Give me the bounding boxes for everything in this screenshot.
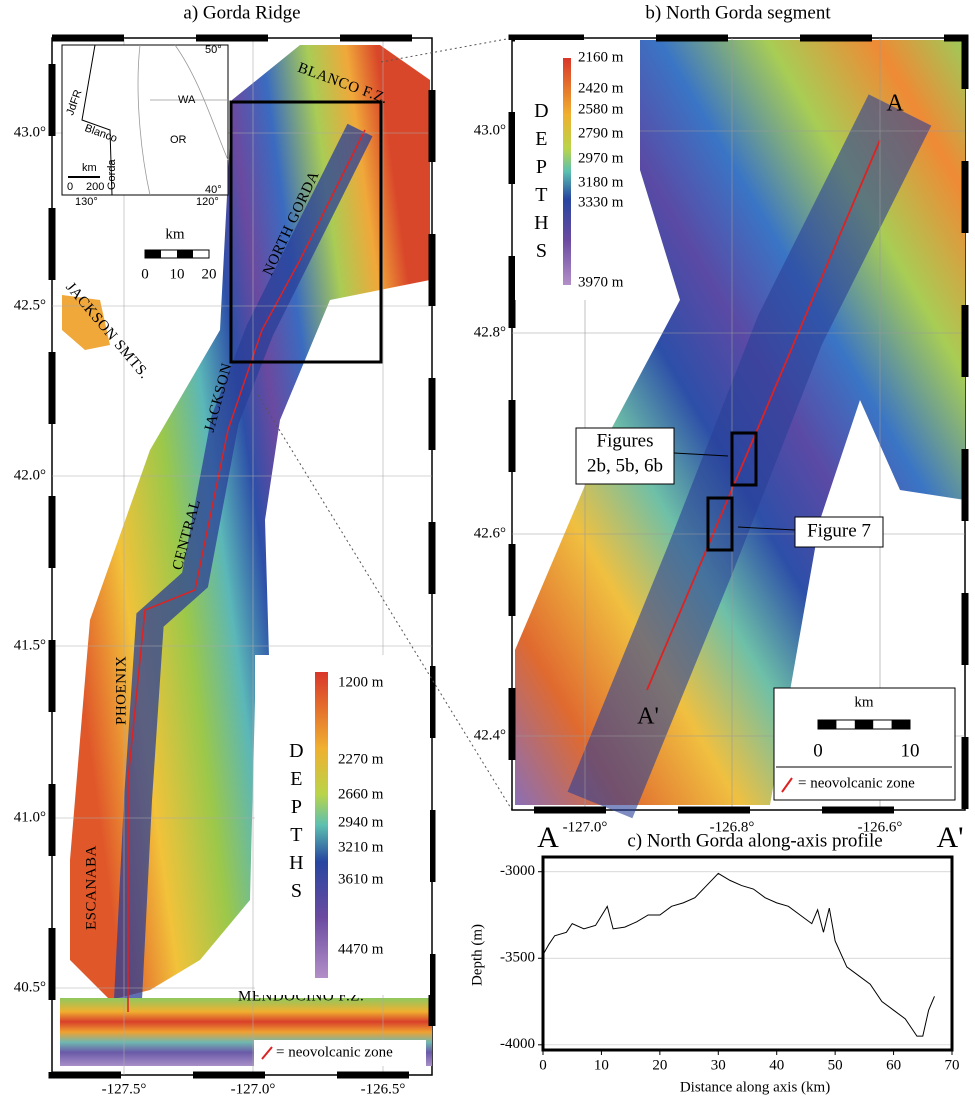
x-axis-label: Distance along axis (km) xyxy=(680,1079,830,1095)
x-tick-label: 30 xyxy=(711,1057,726,1073)
callout: Figures xyxy=(597,430,654,451)
legend-level: 3610 m xyxy=(338,871,384,887)
x-tick-label: 20 xyxy=(652,1057,667,1073)
legend-level: 3970 m xyxy=(578,274,624,290)
lon-label: -126.5° xyxy=(361,1081,406,1097)
legend-colorbar xyxy=(315,672,328,978)
legend-title: DEPTHS xyxy=(285,740,307,908)
inset-label: Gorda xyxy=(106,159,118,190)
inset-label: WA xyxy=(178,94,196,106)
legend-level: 2160 m xyxy=(578,49,624,65)
map-a: WA OR JdFR Blanco Gorda km 0 200 130° 12… xyxy=(52,38,432,1075)
inset-lon-label: 130° xyxy=(75,196,98,208)
key-label: = neovolcanic zone xyxy=(276,1044,393,1060)
callout: Figure 7 xyxy=(807,520,871,541)
scale-bar xyxy=(145,250,209,258)
legend-level: 2660 m xyxy=(338,786,384,802)
inset-label: OR xyxy=(170,134,187,146)
lat-label: 41.0° xyxy=(14,809,46,825)
x-tick-label: 50 xyxy=(828,1057,843,1073)
scale-bar xyxy=(818,720,910,729)
legend-level: 2580 m xyxy=(578,101,624,117)
feature-label: PHOENIX xyxy=(113,656,129,725)
legend-level: 1200 m xyxy=(338,674,384,690)
legend-colorbar xyxy=(563,58,571,285)
inset-scale-unit: km xyxy=(82,162,97,174)
inset-scale-tick: 0 xyxy=(67,181,73,193)
location-inset: WA OR JdFR Blanco Gorda km 0 200 130° 12… xyxy=(62,44,228,208)
legend-level: 3210 m xyxy=(338,839,384,855)
key-label: = neovolcanic zone xyxy=(798,775,915,791)
lat-label: 43.0° xyxy=(14,124,46,140)
scale-tick: 0 xyxy=(813,740,823,761)
lon-label: -127.0° xyxy=(231,1081,276,1097)
y-axis-label: Depth (m) xyxy=(469,924,485,986)
lat-label: 42.8° xyxy=(474,324,506,340)
profile-line xyxy=(543,873,934,1036)
lat-label: 42.0° xyxy=(14,467,46,483)
inset-lat-label: 40° xyxy=(205,184,222,196)
inset-scale-tick: 200 xyxy=(86,181,104,193)
x-tick-label: 60 xyxy=(886,1057,901,1073)
x-tick-label: 70 xyxy=(945,1057,960,1073)
scale-tick: 0 xyxy=(141,266,149,282)
scale-unit: km xyxy=(165,226,185,242)
x-tick-label: 10 xyxy=(594,1057,609,1073)
lon-label: -127.0° xyxy=(563,819,608,835)
callout: 2b, 5b, 6b xyxy=(587,455,663,476)
x-tick-label: 0 xyxy=(539,1057,547,1073)
map-b: Figures 2b, 5b, 6b Figure 7 A A' DEPTHS … xyxy=(512,38,965,810)
profile-end: A' xyxy=(936,821,963,854)
legend-level: 2790 m xyxy=(578,125,624,141)
profile-end: A xyxy=(886,91,904,117)
scale-unit: km xyxy=(854,694,874,710)
x-tick-label: 40 xyxy=(769,1057,784,1073)
lat-label: 42.5° xyxy=(14,297,46,313)
lat-label: 42.6° xyxy=(474,525,506,541)
legend-title: DEPTHS xyxy=(530,100,552,268)
panel-title: a) Gorda Ridge xyxy=(183,2,300,23)
profile-end: A' xyxy=(637,704,659,730)
y-tick-label: -3500 xyxy=(500,950,535,966)
lat-label: 43.0° xyxy=(474,122,506,138)
plot-frame xyxy=(543,857,952,1050)
legend-level: 4470 m xyxy=(338,941,384,957)
inset-lon-label: 120° xyxy=(196,196,219,208)
legend-level: 2420 m xyxy=(578,80,624,96)
legend-level: 2970 m xyxy=(578,150,624,166)
lat-label: 42.4° xyxy=(474,727,506,743)
scale-tick: 10 xyxy=(901,740,920,761)
y-tick-label: -3000 xyxy=(500,863,535,879)
chart-title: c) North Gorda along-axis profile xyxy=(627,830,882,851)
figure: a) Gorda Ridge WA OR JdFR Blanco Gorda k… xyxy=(0,0,975,1104)
legend-level: 3330 m xyxy=(578,194,624,210)
panel-title: b) North Gorda segment xyxy=(645,2,831,23)
inset-lat-label: 50° xyxy=(205,44,222,56)
lat-label: 41.5° xyxy=(14,637,46,653)
profile-end: A xyxy=(537,821,559,854)
scale-tick: 20 xyxy=(202,266,217,282)
scale-tick: 10 xyxy=(170,266,185,282)
lat-label: 40.5° xyxy=(14,979,46,995)
feature-label: ESCANABA xyxy=(83,845,99,930)
y-tick-label: -4000 xyxy=(500,1036,535,1052)
legend-level: 3180 m xyxy=(578,174,624,190)
legend-level: 2270 m xyxy=(338,751,384,767)
legend-level: 2940 m xyxy=(338,814,384,830)
lon-label: -127.5° xyxy=(102,1081,147,1097)
